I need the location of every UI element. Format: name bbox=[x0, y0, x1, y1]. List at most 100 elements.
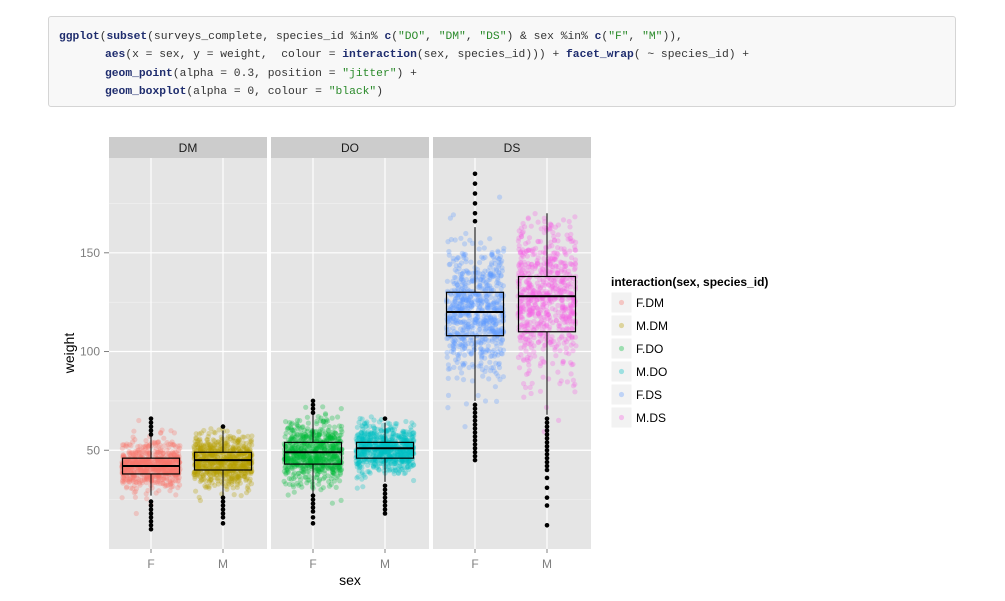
code-line-1: ggplot(subset(surveys_complete, species_… bbox=[59, 28, 955, 46]
data-point bbox=[221, 461, 227, 467]
data-point bbox=[157, 466, 163, 472]
data-point bbox=[207, 447, 213, 453]
data-point bbox=[560, 360, 566, 366]
data-point bbox=[197, 478, 203, 485]
data-point bbox=[123, 459, 129, 465]
data-point bbox=[235, 463, 241, 469]
data-point bbox=[315, 414, 321, 420]
data-point bbox=[157, 468, 164, 474]
code-token: , bbox=[465, 31, 480, 43]
data-point bbox=[215, 478, 221, 484]
data-point bbox=[463, 230, 469, 237]
data-point bbox=[516, 365, 523, 371]
data-point bbox=[336, 458, 342, 464]
data-point bbox=[449, 305, 456, 312]
data-point bbox=[236, 436, 242, 442]
data-point bbox=[485, 347, 491, 353]
data-point bbox=[194, 472, 200, 478]
code-token: (sex, species_id))) + bbox=[416, 49, 567, 62]
outlier-point bbox=[148, 519, 154, 524]
code-line-4: geom_boxplot(alpha = 0, colour = "black"… bbox=[59, 83, 955, 101]
data-point bbox=[144, 442, 150, 448]
data-point bbox=[203, 478, 209, 484]
data-point bbox=[543, 225, 550, 231]
data-point bbox=[160, 475, 167, 481]
data-point bbox=[143, 480, 149, 486]
data-point bbox=[228, 476, 234, 482]
data-point bbox=[314, 435, 320, 441]
data-point bbox=[230, 453, 236, 459]
data-point bbox=[314, 421, 320, 427]
data-point bbox=[230, 438, 236, 444]
data-point bbox=[162, 483, 168, 489]
data-point bbox=[169, 468, 175, 474]
data-point bbox=[239, 462, 245, 468]
data-point bbox=[567, 305, 573, 311]
data-point bbox=[153, 441, 159, 447]
data-point bbox=[233, 453, 239, 459]
data-point bbox=[171, 430, 177, 436]
data-point bbox=[477, 292, 483, 298]
y-tick-label: 100 bbox=[80, 345, 100, 359]
data-point bbox=[552, 347, 558, 353]
code-token: , bbox=[425, 31, 439, 43]
legend-key-point bbox=[618, 368, 625, 375]
data-point bbox=[405, 467, 412, 473]
data-point bbox=[136, 476, 142, 482]
data-point bbox=[216, 460, 222, 466]
facet-strip-label: DO bbox=[341, 141, 359, 155]
data-point bbox=[133, 460, 139, 466]
data-point bbox=[238, 468, 244, 474]
y-tick-label: 50 bbox=[87, 443, 101, 457]
data-point bbox=[524, 354, 531, 360]
data-point bbox=[464, 330, 470, 336]
data-point bbox=[374, 465, 380, 471]
data-point bbox=[549, 338, 555, 344]
data-point bbox=[560, 276, 566, 282]
data-point bbox=[120, 454, 126, 461]
data-point bbox=[233, 447, 239, 453]
data-point bbox=[144, 474, 150, 480]
data-point bbox=[553, 353, 559, 359]
data-point bbox=[193, 435, 199, 441]
data-point bbox=[130, 486, 136, 492]
data-point bbox=[230, 485, 236, 491]
data-point bbox=[238, 449, 244, 455]
data-point bbox=[200, 472, 206, 478]
data-point bbox=[169, 467, 175, 473]
legend-label: F.DO bbox=[636, 342, 663, 356]
data-point bbox=[166, 458, 173, 465]
data-point bbox=[498, 260, 504, 266]
outlier-point bbox=[544, 436, 550, 441]
data-point bbox=[144, 475, 150, 482]
data-point bbox=[244, 459, 250, 466]
data-point bbox=[144, 476, 150, 482]
outlier-point bbox=[148, 432, 154, 437]
data-point bbox=[213, 450, 219, 456]
data-point bbox=[530, 246, 537, 252]
data-point bbox=[124, 474, 130, 480]
data-point bbox=[555, 369, 561, 375]
data-point bbox=[316, 478, 322, 484]
data-point bbox=[371, 449, 377, 455]
data-point bbox=[163, 465, 169, 471]
data-point bbox=[126, 458, 132, 464]
data-point bbox=[200, 461, 206, 468]
data-point bbox=[554, 283, 560, 289]
data-point bbox=[234, 461, 240, 467]
data-point bbox=[130, 475, 136, 481]
data-point bbox=[246, 470, 252, 476]
data-point bbox=[158, 453, 164, 459]
outlier-point bbox=[148, 507, 154, 512]
data-point bbox=[214, 445, 220, 451]
data-point bbox=[133, 479, 139, 485]
code-token: geom_point bbox=[105, 67, 173, 80]
data-point bbox=[167, 467, 173, 473]
data-point bbox=[168, 484, 174, 490]
legend: interaction(sex, species_id) F.DM M.DM F.DO… bbox=[610, 275, 768, 429]
data-point bbox=[291, 489, 297, 495]
data-point bbox=[165, 460, 171, 467]
data-point bbox=[124, 467, 131, 473]
data-point bbox=[155, 460, 161, 466]
data-point bbox=[129, 461, 135, 467]
